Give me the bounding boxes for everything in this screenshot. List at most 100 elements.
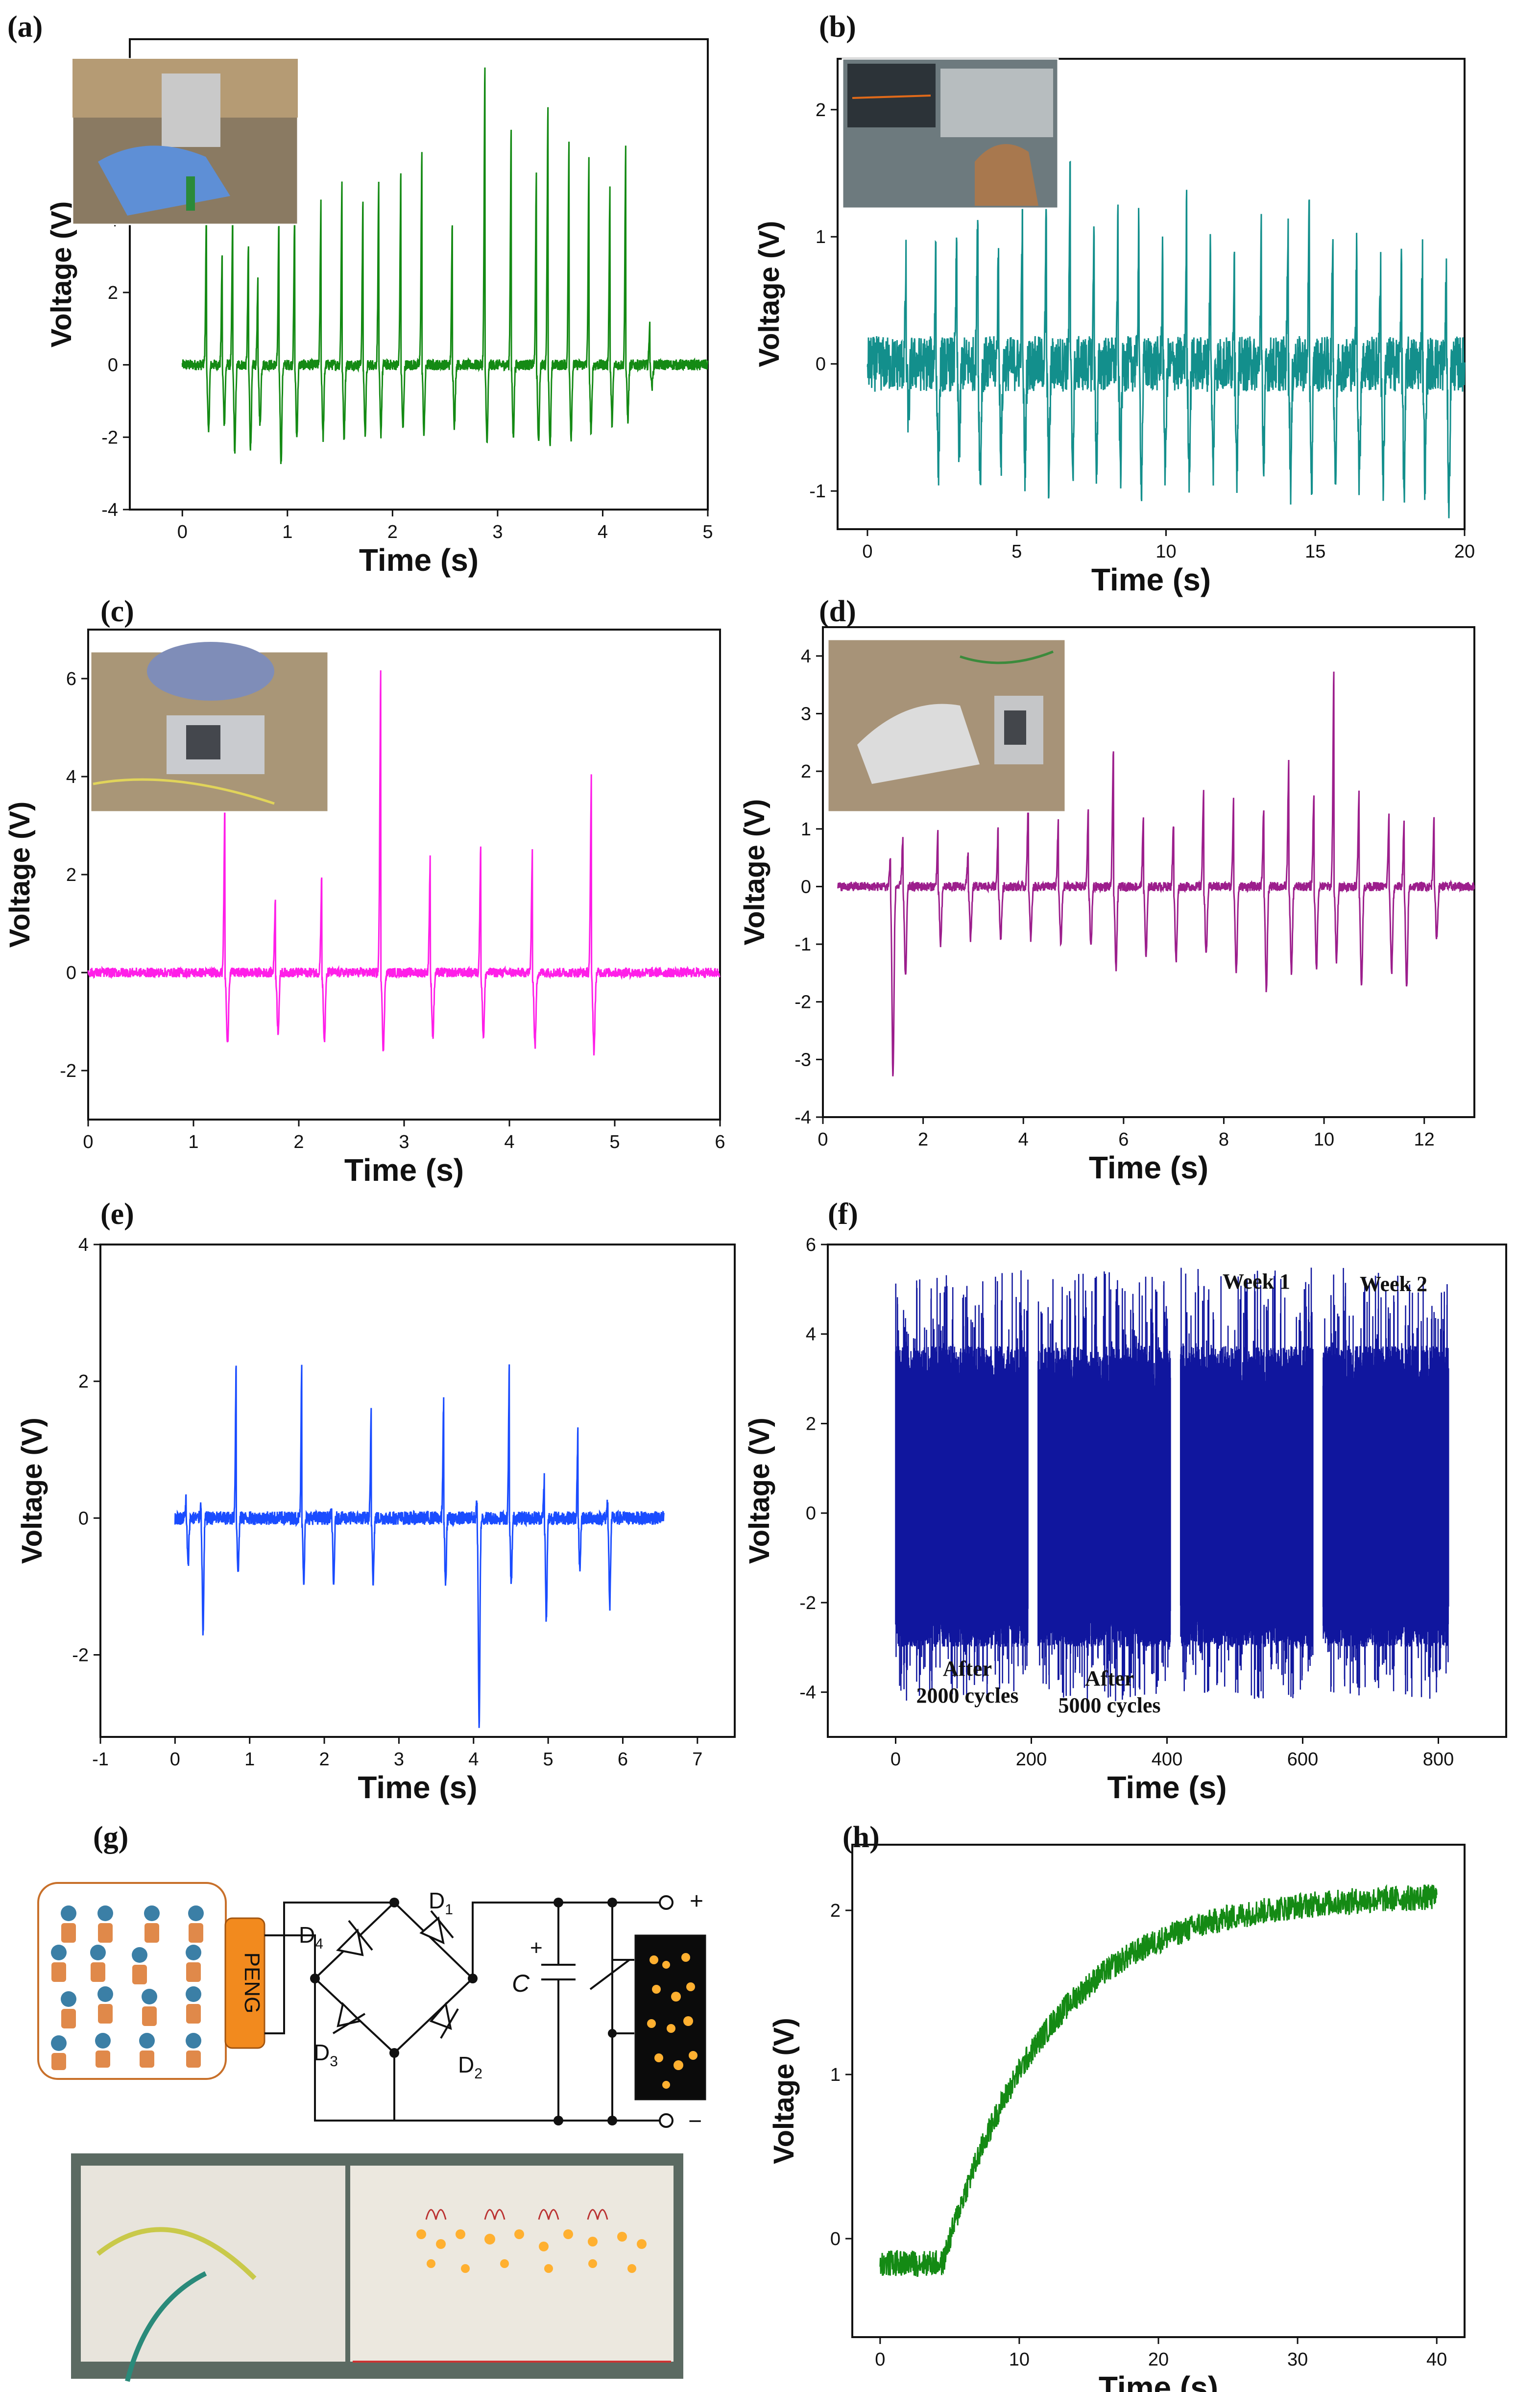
panel-label-e: (e) (100, 1197, 134, 1231)
y-tick-label-d: 4 (801, 646, 811, 667)
x-tick-label-c: 0 (83, 1132, 93, 1152)
y-tick-label-d: 0 (801, 877, 811, 897)
y-tick-label-c: 2 (66, 865, 76, 885)
output-minus-sign: − (688, 2108, 702, 2134)
y-tick-label-d: 2 (801, 761, 811, 782)
breadboard-photo (71, 2153, 683, 2382)
x-tick-label-d: 10 (1314, 1129, 1334, 1150)
x-tick-label-c: 4 (504, 1132, 514, 1152)
x-tick-label-a: 3 (492, 522, 503, 542)
y-tick-label-d: -2 (794, 992, 811, 1013)
circuit-wiring (265, 1901, 666, 2122)
x-axis-label-c: Time (s) (344, 1152, 464, 1188)
x-tick-label-d: 6 (1118, 1129, 1129, 1150)
cycle-block-4 (1322, 1268, 1449, 1699)
x-tick-label-h: 0 (875, 2349, 885, 2370)
y-tick-label-c: 0 (66, 963, 76, 983)
y-tick-label-c: 4 (66, 767, 76, 787)
plot-frame-d (822, 626, 1475, 1118)
y-tick-label-f: -4 (799, 1683, 816, 1703)
x-tick-label-f: 0 (890, 1749, 901, 1770)
capacitor-plus-sign: + (530, 1936, 543, 1960)
y-tick-label-b: 2 (816, 100, 826, 121)
x-tick-label-b: 10 (1155, 541, 1176, 562)
y-tick-label-h: 0 (830, 2229, 841, 2249)
x-axis-label-b: Time (s) (1091, 562, 1211, 597)
y-tick-label-a: -4 (101, 500, 118, 520)
panel-f: (f) 0 200 400 600 800 -4 -2 0 2 4 6 Time (s) Voltage… (744, 1197, 1507, 1805)
x-axis-label-e: Time (s) (358, 1770, 477, 1805)
series-trace-h (879, 1884, 1438, 2277)
series-trace-a (181, 67, 709, 464)
inset-photo-b (842, 58, 1059, 209)
output-plus-sign: + (690, 1888, 703, 1914)
annotation-5000-cycles: 5000 cycles (1059, 1693, 1161, 1717)
series-trace-e (174, 1364, 665, 1728)
x-tick-label-a: 2 (387, 522, 398, 542)
x-tick-label-b: 5 (1011, 541, 1022, 562)
y-tick-label-h: 2 (830, 1901, 841, 1921)
inset-photo-c (90, 642, 329, 813)
x-tick-label-c: 6 (715, 1132, 725, 1152)
y-axis-label-c: Voltage (V) (4, 802, 36, 948)
y-tick-label-f: -2 (799, 1593, 816, 1613)
panel-label-c: (c) (100, 595, 134, 628)
y-tick-label-f: 6 (806, 1235, 816, 1255)
x-tick-label-a: 1 (282, 522, 292, 542)
circuit-nodes (310, 1898, 617, 2125)
diode-label-d1: D1 (429, 1888, 453, 1918)
y-axis-label-d: Voltage (V) (739, 799, 770, 946)
x-tick-label-d: 0 (818, 1129, 828, 1150)
capacitor-label: C (512, 1970, 530, 1997)
x-tick-label-e: 2 (319, 1749, 329, 1770)
x-tick-label-h: 10 (1009, 2349, 1030, 2370)
x-tick-label-b: 20 (1454, 541, 1475, 562)
y-axis-label-h: Voltage (V) (768, 2018, 800, 2164)
x-tick-label-b: 15 (1305, 541, 1325, 562)
x-tick-label-e: 6 (618, 1749, 628, 1770)
x-axis-label-a: Time (s) (359, 542, 479, 578)
x-axis-label-d: Time (s) (1089, 1150, 1208, 1185)
y-tick-label-d: 1 (801, 819, 811, 840)
x-tick-label-h: 40 (1426, 2349, 1447, 2370)
x-tick-label-c: 1 (188, 1132, 198, 1152)
y-tick-label-c: 6 (66, 669, 76, 689)
x-tick-label-a: 5 (702, 522, 713, 542)
y-tick-label-a: 0 (108, 355, 118, 376)
x-tick-label-f: 800 (1423, 1749, 1454, 1770)
x-tick-label-d: 4 (1018, 1129, 1029, 1150)
panel-label-d: (d) (819, 595, 856, 628)
x-tick-label-h: 30 (1287, 2349, 1308, 2370)
plot-frame-b (837, 58, 1466, 530)
y-tick-label-d: -4 (794, 1107, 811, 1128)
inset-photo-d (827, 638, 1066, 813)
x-axis-label-f: Time (s) (1107, 1770, 1227, 1805)
x-tick-label-e: 3 (394, 1749, 404, 1770)
x-tick-label-f: 200 (1016, 1749, 1047, 1770)
x-tick-label-b: 0 (862, 541, 872, 562)
y-axis-label-b: Voltage (V) (753, 221, 785, 367)
panel-label-h: (h) (842, 1821, 880, 1854)
y-tick-label-a: -2 (101, 427, 118, 448)
y-tick-label-h: 1 (830, 2065, 841, 2085)
x-tick-label-c: 2 (293, 1132, 304, 1152)
plot-frame-a (129, 38, 709, 511)
x-tick-label-e: 4 (468, 1749, 479, 1770)
y-tick-label-d: -3 (794, 1050, 811, 1070)
diode-label-d4: D4 (299, 1922, 323, 1952)
x-tick-label-e: -1 (92, 1749, 109, 1770)
x-tick-label-f: 600 (1287, 1749, 1318, 1770)
y-tick-label-b: 1 (816, 227, 826, 247)
y-tick-label-b: 0 (816, 354, 826, 375)
y-axis-label-a: Voltage (V) (46, 201, 77, 348)
peng-label: PENG (240, 1953, 264, 2014)
y-axis-label-f: Voltage (V) (744, 1417, 775, 1564)
x-tick-label-d: 12 (1414, 1129, 1435, 1150)
y-tick-label-f: 2 (806, 1414, 816, 1434)
x-tick-label-d: 2 (918, 1129, 928, 1150)
output-terminal-positive (659, 1895, 674, 1910)
plot-frame-e (99, 1244, 736, 1738)
panel-g: (g) PENG (37, 1821, 706, 2382)
